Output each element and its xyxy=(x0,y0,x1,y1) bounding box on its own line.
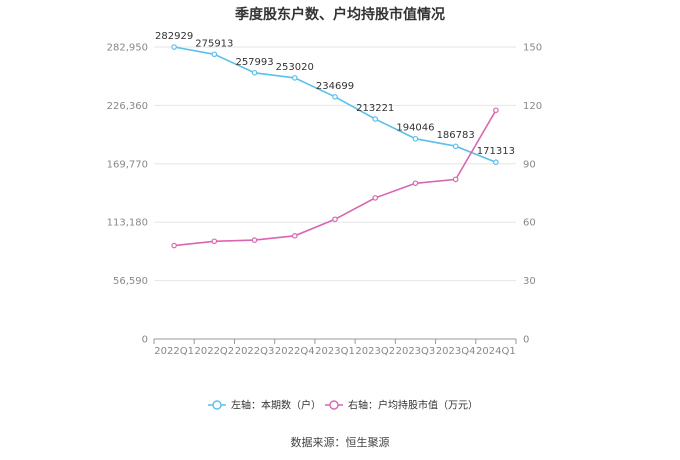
x-axis-tick-label: 2022Q3 xyxy=(235,346,275,357)
legend-marker xyxy=(329,400,339,410)
x-axis-tick-label: 2022Q1 xyxy=(154,346,194,357)
data-label: 213221 xyxy=(356,103,394,114)
series-layer xyxy=(171,44,499,249)
left-axis-tick-label: 113,180 xyxy=(107,218,148,229)
data-point xyxy=(372,116,379,122)
data-point xyxy=(332,216,338,223)
data-label: 253020 xyxy=(276,62,314,73)
data-point xyxy=(372,195,379,201)
data-point xyxy=(291,75,298,81)
legend-label: 左轴：本期数（户） xyxy=(231,399,321,412)
x-axis-tick-label: 2023Q4 xyxy=(436,346,476,357)
legend-item[interactable]: 左轴：本期数（户） xyxy=(208,399,321,412)
legend-label: 右轴：户均持股市值（万元） xyxy=(348,399,478,412)
chart-title: 季度股东户数、户均持股市值情况 xyxy=(235,7,445,23)
data-label: 171313 xyxy=(477,146,515,157)
right-axis-tick-label: 90 xyxy=(523,159,536,170)
data-point xyxy=(493,159,499,166)
left-axis-tick-label: 169,770 xyxy=(107,159,148,170)
data-label: 234699 xyxy=(316,81,354,92)
data-point xyxy=(211,51,218,58)
data-point xyxy=(452,176,459,183)
data-point xyxy=(493,107,499,114)
x-axis-tick-label: 2023Q1 xyxy=(315,346,355,357)
data-point xyxy=(291,233,298,239)
legend-item[interactable]: 右轴：户均持股市值（万元） xyxy=(325,399,478,412)
data-label: 194046 xyxy=(396,123,434,134)
data-label: 186783 xyxy=(437,130,475,141)
source-note: 数据来源：恒生聚源 xyxy=(290,436,390,449)
grid-layer xyxy=(154,46,516,282)
data-point xyxy=(211,238,218,245)
x-axis-tick-label: 2023Q2 xyxy=(355,346,395,357)
data-label: 282929 xyxy=(155,31,193,42)
right-axis-tick-label: 0 xyxy=(523,335,529,346)
data-point xyxy=(412,135,419,142)
axis-layer: 0 0 56,590 30 113,180 60 169,770 90 226,360 120 28… xyxy=(107,43,542,358)
data-point xyxy=(251,237,258,243)
x-axis-tick-label: 2022Q4 xyxy=(275,346,315,357)
data-point xyxy=(171,44,177,50)
x-axis-tick-label: 2023Q3 xyxy=(396,346,436,357)
series-line-holders xyxy=(173,46,497,163)
data-point xyxy=(171,242,177,249)
data-point xyxy=(251,69,258,76)
data-label: 275913 xyxy=(195,38,233,49)
x-axis-tick-label: 2024Q1 xyxy=(476,346,516,357)
left-axis-tick-label: 0 xyxy=(142,335,148,346)
left-axis-tick-label: 226,360 xyxy=(107,101,148,112)
data-label: 257993 xyxy=(235,57,273,68)
right-axis-tick-label: 60 xyxy=(523,218,536,229)
data-point xyxy=(452,143,459,150)
right-axis-tick-label: 120 xyxy=(523,101,542,112)
left-axis-tick-label: 56,590 xyxy=(113,276,148,287)
legend-layer[interactable]: 左轴：本期数（户） 右轴：户均持股市值（万元） xyxy=(208,399,478,412)
legend-marker xyxy=(212,400,222,410)
right-axis-tick-label: 30 xyxy=(523,276,536,287)
data-point xyxy=(412,180,419,187)
left-axis-tick-label: 282,950 xyxy=(107,43,148,54)
x-axis-tick-label: 2022Q2 xyxy=(194,346,234,357)
right-axis-tick-label: 150 xyxy=(523,43,542,54)
data-point xyxy=(332,93,338,100)
